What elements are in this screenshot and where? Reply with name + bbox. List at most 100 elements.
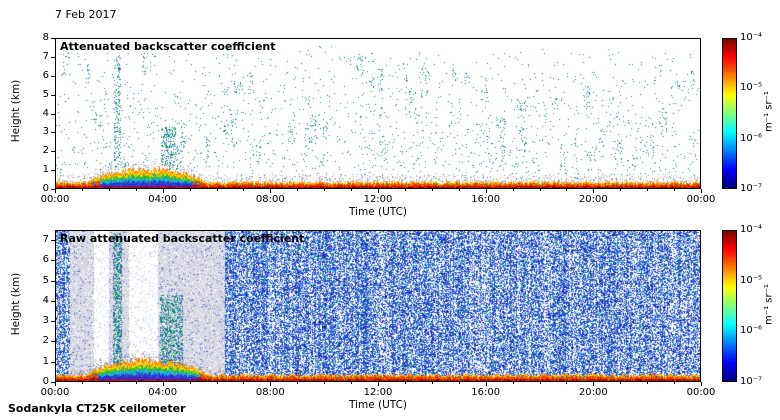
colorbar-tick-label: 10⁻⁵ xyxy=(740,274,763,286)
x-tick xyxy=(216,189,218,191)
y-tick xyxy=(51,75,55,77)
x-tick-label: 00:00 xyxy=(40,387,70,398)
y-tick-label: 0 xyxy=(42,183,49,194)
y-tick xyxy=(51,189,55,190)
x-tick-label: 16:00 xyxy=(471,194,501,205)
x-tick xyxy=(378,382,379,386)
x-tick xyxy=(701,382,702,386)
plot-area: Raw attenuated backscatter coefficient xyxy=(55,230,701,382)
x-tick xyxy=(55,382,56,386)
y-tick-label: 2 xyxy=(42,145,49,157)
colorbar-tick-label: 10⁻⁴ xyxy=(740,32,763,43)
x-axis-label: Time (UTC) xyxy=(348,206,408,218)
x-tick-label: 00:00 xyxy=(40,194,70,205)
x-tick xyxy=(647,189,649,191)
x-tick-label: 00:00 xyxy=(686,194,716,205)
colorbar xyxy=(722,38,737,189)
x-tick xyxy=(674,382,676,384)
x-tick xyxy=(485,189,487,193)
x-tick xyxy=(189,382,191,384)
x-tick xyxy=(81,189,83,191)
colorbar-tick-label: 10⁻⁶ xyxy=(740,132,763,144)
y-tick-label: 5 xyxy=(42,88,49,100)
y-tick xyxy=(51,240,55,242)
panel-title: Raw attenuated backscatter coefficient xyxy=(60,232,305,245)
x-tick xyxy=(351,189,353,191)
x-tick xyxy=(620,189,622,191)
x-tick xyxy=(162,382,164,386)
y-tick xyxy=(51,382,55,383)
y-tick xyxy=(51,56,55,58)
y-tick-label: 6 xyxy=(42,69,49,81)
instrument-label: Sodankyla CT25K ceilometer xyxy=(8,402,186,415)
x-tick-label: 16:00 xyxy=(471,387,501,398)
colorbar xyxy=(722,230,737,382)
y-axis-label: Height (km) xyxy=(10,272,22,336)
date-label: 7 Feb 2017 xyxy=(55,8,117,21)
x-tick xyxy=(270,382,272,386)
x-tick-label: 04:00 xyxy=(148,387,178,398)
x-tick xyxy=(243,189,245,191)
panel-title: Attenuated backscatter coefficient xyxy=(60,40,276,53)
raw-heatmap xyxy=(56,231,700,381)
y-tick-label: 7 xyxy=(42,50,49,62)
colorbar-tick-label: 10⁻⁴ xyxy=(740,224,763,235)
colorbar-tick-label: 10⁻⁷ xyxy=(740,183,763,194)
x-tick-label: 08:00 xyxy=(255,387,285,398)
x-tick xyxy=(674,189,676,191)
y-tick xyxy=(51,113,55,115)
x-tick xyxy=(243,382,245,384)
y-tick xyxy=(51,94,55,96)
y-tick-label: 6 xyxy=(42,254,49,266)
y-tick xyxy=(51,280,55,282)
x-tick xyxy=(458,189,460,191)
x-tick xyxy=(566,382,568,384)
x-tick xyxy=(701,189,702,193)
y-tick xyxy=(51,321,55,323)
y-tick xyxy=(51,38,55,39)
x-tick xyxy=(593,189,595,193)
plot-area: Attenuated backscatter coefficient xyxy=(55,38,701,189)
x-axis-label: Time (UTC) xyxy=(348,399,408,411)
y-tick xyxy=(51,132,55,134)
x-tick xyxy=(404,382,406,384)
x-tick xyxy=(189,189,191,191)
x-tick xyxy=(512,382,514,384)
colorbar-unit-label: m⁻¹ sr⁻¹ xyxy=(763,91,775,132)
x-tick xyxy=(485,382,487,386)
x-tick xyxy=(297,382,299,384)
y-tick xyxy=(51,260,55,262)
y-tick xyxy=(51,361,55,363)
x-tick xyxy=(135,382,137,384)
x-tick xyxy=(647,382,649,384)
x-tick-label: 20:00 xyxy=(578,387,608,398)
y-tick xyxy=(51,151,55,153)
y-tick-label: 0 xyxy=(42,376,49,387)
colorbar-tick-label: 10⁻⁵ xyxy=(740,82,763,94)
x-tick xyxy=(324,189,326,191)
x-tick xyxy=(55,189,56,193)
x-tick xyxy=(458,382,460,384)
y-tick-label: 1 xyxy=(42,164,49,176)
x-tick xyxy=(539,189,541,191)
x-tick-label: 00:00 xyxy=(686,387,716,398)
y-tick-label: 4 xyxy=(42,107,49,119)
x-tick xyxy=(431,382,433,384)
y-tick-label: 8 xyxy=(42,32,49,43)
x-tick xyxy=(81,382,83,384)
y-tick-label: 3 xyxy=(42,315,49,327)
x-tick xyxy=(135,189,137,191)
y-tick xyxy=(51,341,55,343)
x-tick xyxy=(324,382,326,384)
x-tick xyxy=(270,189,272,193)
x-tick-label: 20:00 xyxy=(578,194,608,205)
x-tick xyxy=(108,382,110,384)
y-tick-label: 4 xyxy=(42,294,49,306)
y-tick-label: 3 xyxy=(42,126,49,138)
x-tick xyxy=(566,189,568,191)
x-tick xyxy=(108,189,110,191)
x-tick xyxy=(593,382,595,386)
x-tick-label: 12:00 xyxy=(363,387,393,398)
attenuated-heatmap xyxy=(56,39,700,188)
